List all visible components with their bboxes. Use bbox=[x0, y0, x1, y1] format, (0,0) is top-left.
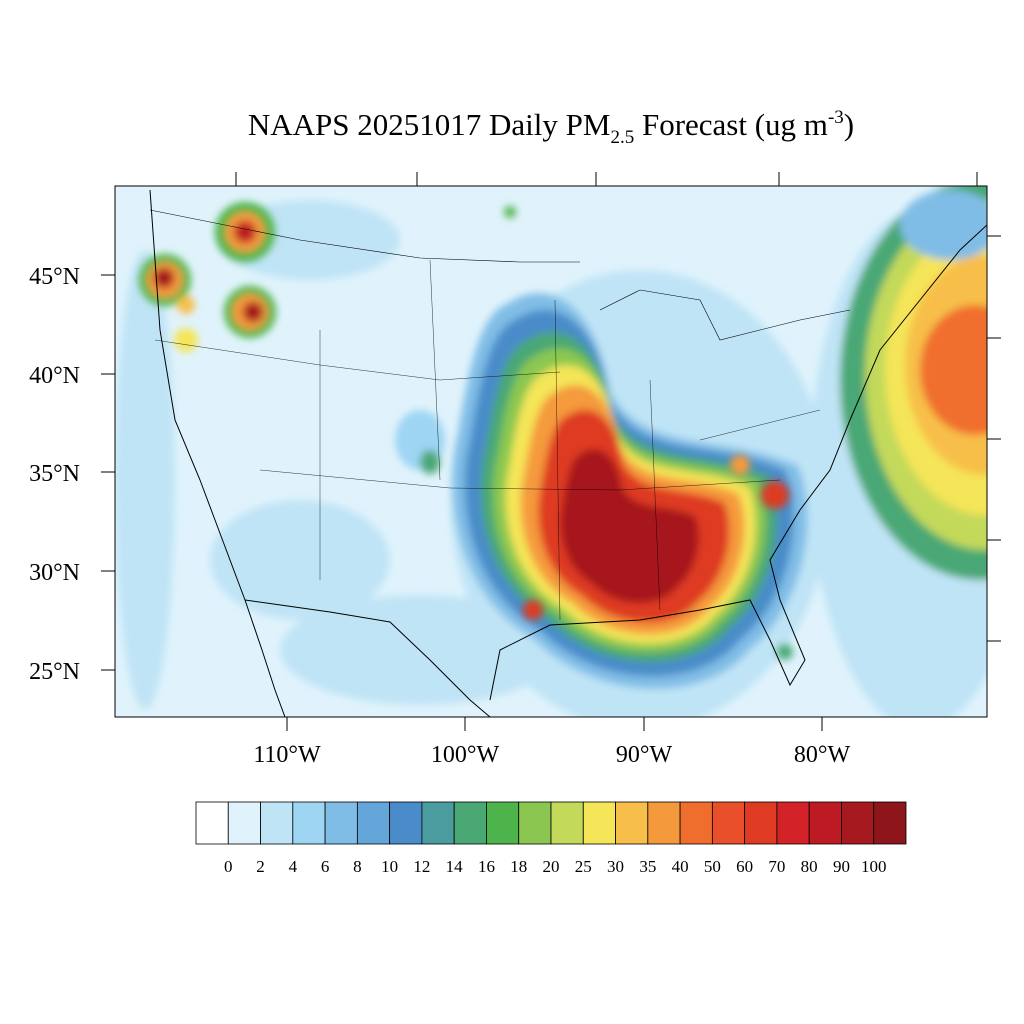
lat-label: 35°N bbox=[29, 461, 80, 487]
lat-label: 30°N bbox=[29, 560, 80, 586]
state-borders bbox=[154, 259, 821, 621]
colorbar-box bbox=[195, 801, 229, 845]
colorbar-box bbox=[260, 801, 294, 845]
title: NAAPS 20251017 Daily PM2.5 Forecast (ug … bbox=[248, 107, 854, 148]
lat-label: 40°N bbox=[29, 363, 80, 389]
colorbar: 0 2 4 6 8 10 12 14 16 18 20 25 30 35 40 50 60 70 80 90 100 bbox=[195, 801, 907, 876]
colorbar-box bbox=[776, 801, 810, 845]
colorbar-box bbox=[808, 801, 842, 845]
colorbar-box bbox=[711, 801, 746, 845]
colorbar-box bbox=[292, 801, 326, 845]
colorbar-box bbox=[324, 801, 358, 845]
colorbar-box bbox=[389, 801, 423, 845]
colorbar-label: 80 bbox=[801, 857, 818, 876]
colorbar-box bbox=[227, 801, 261, 845]
colorbar-label: 30 bbox=[607, 857, 624, 876]
colorbar-label: 16 bbox=[478, 857, 495, 876]
colorbar-label: 0 bbox=[224, 857, 233, 876]
colorbar-box bbox=[679, 801, 713, 845]
colorbar-label: 60 bbox=[736, 857, 753, 876]
colorbar-label: 8 bbox=[353, 857, 362, 876]
colorbar-label: 70 bbox=[768, 857, 785, 876]
colorbar-label: 4 bbox=[289, 857, 298, 876]
lon-label: 110°W bbox=[253, 742, 321, 768]
map-frame bbox=[114, 185, 988, 718]
colorbar-box bbox=[744, 801, 778, 845]
colorbar-box bbox=[615, 801, 649, 845]
colorbar-label: 50 bbox=[704, 857, 721, 876]
colorbar-label: 14 bbox=[446, 857, 464, 876]
colorbar-box bbox=[582, 801, 616, 845]
colorbar-label: 10 bbox=[381, 857, 398, 876]
colorbar-label: 100 bbox=[861, 857, 887, 876]
coastlines bbox=[149, 189, 987, 717]
colorbar-label: 25 bbox=[575, 857, 592, 876]
colorbar-label: 2 bbox=[256, 857, 265, 876]
colorbar-label: 6 bbox=[321, 857, 330, 876]
lon-label: 90°W bbox=[616, 742, 673, 768]
colorbar-box bbox=[873, 801, 907, 845]
colorbar-box bbox=[453, 801, 487, 845]
lon-label: 100°W bbox=[431, 742, 500, 768]
colorbar-label: 40 bbox=[672, 857, 689, 876]
colorbar-box bbox=[356, 801, 391, 845]
colorbar-box bbox=[486, 801, 520, 845]
colorbar-box bbox=[841, 801, 875, 845]
colorbar-box bbox=[421, 801, 455, 845]
map-area bbox=[115, 186, 987, 717]
lon-label: 80°W bbox=[794, 742, 851, 768]
axis-labels: 45°N 40°N 35°N 30°N 25°N 110°W 100°W 90°W 80°W bbox=[29, 264, 850, 768]
colorbar-label: 35 bbox=[639, 857, 656, 876]
colorbar-box bbox=[518, 801, 552, 845]
frame-ticks bbox=[101, 172, 1001, 731]
colorbar-label: 18 bbox=[510, 857, 527, 876]
lat-label: 25°N bbox=[29, 659, 80, 685]
colorbar-box bbox=[647, 801, 681, 845]
colorbar-box bbox=[550, 801, 584, 845]
lat-label: 45°N bbox=[29, 264, 80, 290]
colorbar-label: 12 bbox=[413, 857, 430, 876]
colorbar-label: 90 bbox=[833, 857, 850, 876]
colorbar-label: 20 bbox=[543, 857, 560, 876]
